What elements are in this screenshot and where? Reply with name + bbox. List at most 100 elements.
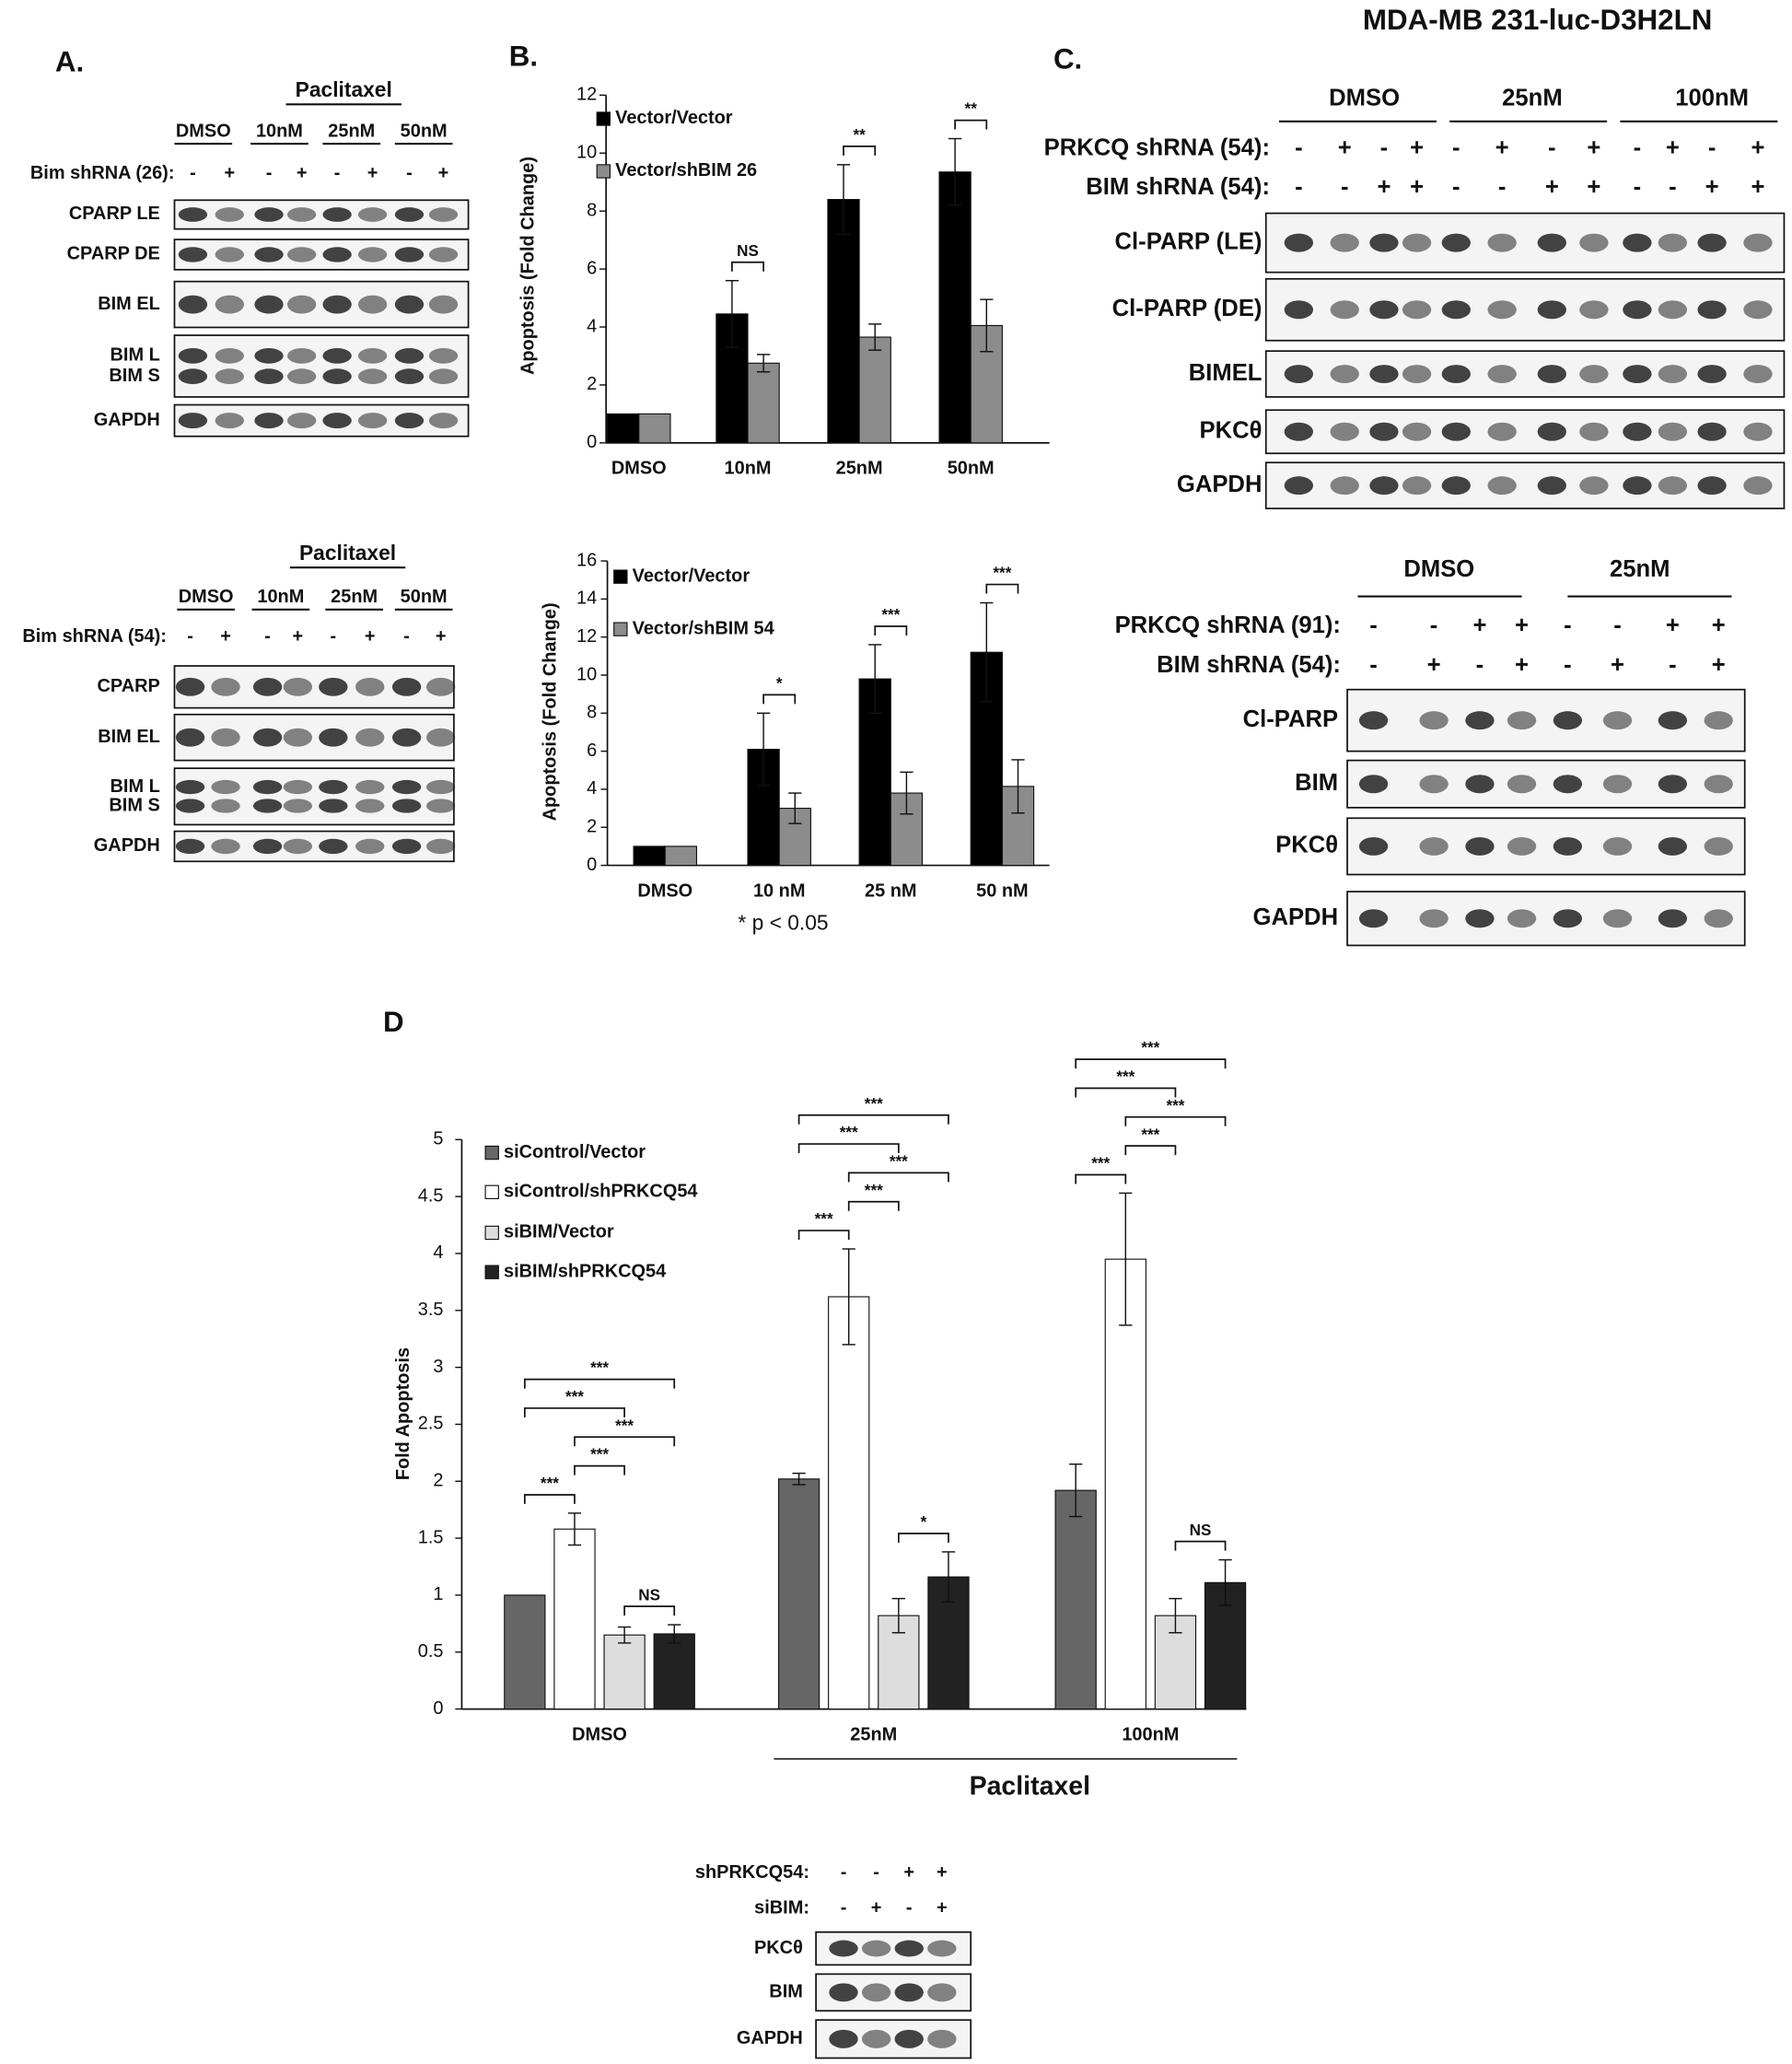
significance-label: * <box>776 674 783 692</box>
band <box>357 413 388 429</box>
sign: - <box>331 626 337 647</box>
band <box>1358 711 1389 730</box>
band <box>394 368 425 385</box>
band <box>1658 233 1688 252</box>
band-label: GAPDH <box>1253 904 1339 930</box>
y-tick-label: 10 <box>576 143 597 163</box>
band <box>1623 365 1652 384</box>
significance-bracket <box>897 1533 949 1543</box>
band-label: GAPDH <box>1177 472 1263 497</box>
x-tick-label: 50 nM <box>976 880 1029 901</box>
band <box>861 2029 891 2048</box>
row-label: Bim shRNA (26): <box>30 163 175 183</box>
legend-label: Vector/Vector <box>615 108 733 128</box>
band-label: BIM S <box>109 366 159 386</box>
sign: + <box>220 626 231 647</box>
band <box>1419 909 1449 928</box>
band <box>1579 300 1609 320</box>
sign: - <box>1369 652 1378 678</box>
band <box>428 247 459 262</box>
significance-label: *** <box>1091 1155 1110 1172</box>
footnote: * p < 0.05 <box>738 911 828 935</box>
band <box>254 368 284 385</box>
significance-bracket <box>1124 1145 1177 1156</box>
sign: + <box>1587 174 1600 200</box>
sign: - <box>1613 612 1622 638</box>
band <box>1284 300 1314 320</box>
significance-bracket <box>523 1407 625 1417</box>
band-label: BIMEL <box>1189 360 1263 386</box>
y-tick-label: 3 <box>433 1357 443 1377</box>
significance-bracket <box>1075 1058 1227 1069</box>
sign: + <box>1410 135 1424 161</box>
band <box>319 677 348 696</box>
band-label: BIM <box>1295 770 1338 796</box>
legend-swatch <box>596 111 611 126</box>
bar <box>827 199 860 444</box>
band <box>1465 711 1495 730</box>
band <box>1658 476 1688 496</box>
band <box>1369 365 1399 384</box>
sign: - <box>841 1862 847 1883</box>
band <box>252 677 283 696</box>
band <box>355 677 385 696</box>
significance-label: *** <box>590 1446 609 1463</box>
significance-bracket <box>623 1605 676 1616</box>
row-label: PRKCQ shRNA (54): <box>1044 135 1270 161</box>
y-tick-label: 6 <box>587 740 597 761</box>
significance-label: *** <box>565 1388 584 1405</box>
legend-swatch <box>484 1184 499 1199</box>
sign: - <box>187 626 193 647</box>
band-label: CPARP <box>97 676 159 696</box>
band-label: CPARP DE <box>67 244 160 264</box>
band <box>829 1940 858 1957</box>
sign: + <box>438 163 449 183</box>
band <box>391 677 422 696</box>
band <box>355 799 385 813</box>
band <box>1507 775 1537 794</box>
significance-bracket <box>1174 1540 1227 1551</box>
band <box>1697 422 1727 441</box>
group-label: DMSO <box>179 587 234 607</box>
row-label: Bim shRNA (54): <box>22 626 167 647</box>
band <box>1487 365 1517 384</box>
x-tick-label: 50nM <box>948 459 995 479</box>
band <box>1441 300 1471 320</box>
significance-bracket <box>1075 1087 1177 1098</box>
band <box>355 728 385 747</box>
y-tick-label: 4 <box>433 1242 443 1263</box>
y-tick-label: 16 <box>576 550 597 570</box>
band <box>1369 422 1399 441</box>
band <box>175 838 205 855</box>
band <box>927 1940 957 1957</box>
band <box>1284 365 1314 384</box>
bar <box>653 1633 695 1710</box>
band-label: BIM <box>769 1982 803 2002</box>
significance-bracket <box>1075 1173 1127 1184</box>
y-tick-label: 12 <box>576 85 597 105</box>
band <box>175 799 205 813</box>
band <box>1553 836 1583 856</box>
band-label: BIM EL <box>98 294 160 314</box>
band <box>175 677 205 696</box>
significance-bracket <box>847 1200 900 1211</box>
sign: - <box>1564 652 1572 678</box>
significance-bracket <box>797 1230 850 1241</box>
y-tick-label: 1.5 <box>418 1527 444 1547</box>
band <box>428 207 459 222</box>
sign: + <box>937 1862 948 1883</box>
legend-label: siControl/shPRKCQ54 <box>504 1182 697 1202</box>
band <box>1507 836 1537 856</box>
band-label: GAPDH <box>737 2028 803 2048</box>
significance-bracket <box>874 625 908 636</box>
significance-label: *** <box>881 606 900 624</box>
bar <box>603 1634 646 1710</box>
band <box>1284 476 1314 496</box>
y-tick-label: 8 <box>587 703 597 723</box>
band <box>425 838 456 855</box>
band <box>215 413 244 429</box>
band-label: Cl-PARP (DE) <box>1112 296 1263 321</box>
sign: - <box>841 1897 847 1918</box>
sign: - <box>1380 135 1389 161</box>
sign: + <box>1410 174 1424 200</box>
